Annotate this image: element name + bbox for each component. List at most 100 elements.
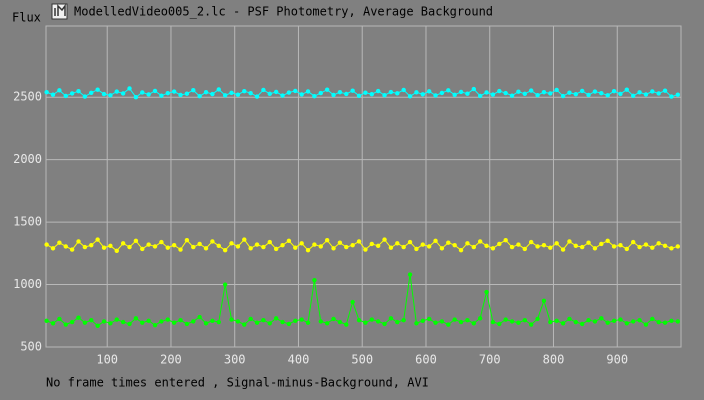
data-point	[57, 88, 62, 93]
data-point	[318, 90, 323, 96]
data-point	[146, 92, 151, 97]
data-point	[522, 246, 528, 252]
data-point	[637, 244, 642, 250]
data-point	[567, 239, 572, 244]
data-point	[63, 244, 68, 249]
data-point	[458, 89, 464, 95]
data-point	[497, 88, 502, 94]
data-point	[414, 321, 419, 326]
data-point	[433, 320, 438, 325]
data-point	[637, 317, 642, 323]
data-point	[592, 319, 598, 324]
data-point	[509, 244, 515, 250]
data-point	[324, 238, 330, 243]
data-point	[669, 246, 674, 251]
data-point	[159, 319, 164, 324]
data-point	[611, 318, 617, 323]
data-point	[82, 244, 88, 250]
data-point	[630, 319, 636, 324]
data-point	[567, 316, 572, 322]
x-tick-label: 900	[606, 353, 628, 367]
series-line	[46, 87, 678, 98]
data-point	[605, 320, 610, 325]
data-point	[484, 289, 489, 295]
data-point	[503, 90, 508, 96]
data-point	[433, 238, 438, 244]
data-point	[573, 319, 579, 325]
data-point	[605, 93, 610, 98]
data-point	[624, 321, 630, 326]
data-point	[267, 91, 272, 97]
data-point	[127, 86, 132, 91]
y-tick-label: 2500	[13, 90, 42, 104]
data-point	[57, 240, 62, 245]
data-point	[484, 90, 489, 95]
data-point	[171, 320, 177, 325]
data-point	[305, 248, 311, 253]
data-point	[286, 321, 292, 327]
data-point	[133, 238, 139, 244]
data-point	[101, 91, 107, 97]
data-point	[535, 316, 540, 322]
data-point	[44, 242, 49, 247]
data-point	[50, 246, 56, 251]
data-point	[592, 89, 598, 94]
data-point	[210, 239, 215, 244]
data-point	[407, 239, 413, 245]
data-point	[656, 241, 661, 246]
data-point	[509, 93, 515, 98]
data-point	[57, 316, 62, 322]
data-point	[286, 90, 292, 95]
data-point	[76, 315, 81, 320]
data-point	[446, 88, 451, 93]
data-point	[554, 318, 559, 323]
data-point	[516, 242, 521, 247]
data-point	[267, 321, 272, 326]
data-point	[305, 89, 311, 94]
data-point	[630, 93, 636, 99]
data-point	[140, 246, 145, 252]
data-point	[395, 319, 400, 325]
data-point	[624, 246, 630, 252]
data-point	[293, 88, 298, 94]
data-point	[490, 246, 496, 251]
data-point	[420, 92, 425, 97]
data-point	[433, 93, 438, 98]
data-point	[414, 246, 419, 252]
data-point	[452, 243, 457, 248]
data-point	[114, 248, 119, 254]
data-point	[439, 246, 445, 251]
data-point	[178, 317, 183, 323]
data-point	[535, 92, 540, 98]
data-point	[95, 323, 100, 328]
data-point	[439, 90, 445, 96]
data-point	[331, 316, 336, 322]
data-point	[235, 244, 241, 249]
data-point	[229, 241, 234, 246]
data-point	[363, 320, 368, 325]
data-point	[363, 247, 368, 252]
data-point	[242, 322, 247, 327]
data-point	[465, 241, 470, 246]
data-point	[127, 321, 132, 327]
data-point	[127, 244, 132, 250]
data-point	[643, 242, 649, 247]
data-point	[356, 239, 362, 244]
data-point	[229, 317, 234, 322]
y-tick-label: 1000	[13, 277, 42, 291]
data-point	[407, 94, 413, 99]
data-point	[165, 90, 170, 96]
data-point	[426, 89, 432, 94]
data-point	[101, 319, 107, 324]
data-point	[382, 237, 387, 242]
data-point	[248, 90, 253, 96]
data-point	[337, 319, 343, 325]
data-point	[44, 89, 49, 95]
data-point	[669, 94, 674, 99]
data-point	[375, 319, 381, 324]
data-point	[242, 237, 247, 242]
data-point	[120, 241, 126, 246]
data-point	[280, 319, 285, 325]
data-point	[89, 243, 94, 248]
